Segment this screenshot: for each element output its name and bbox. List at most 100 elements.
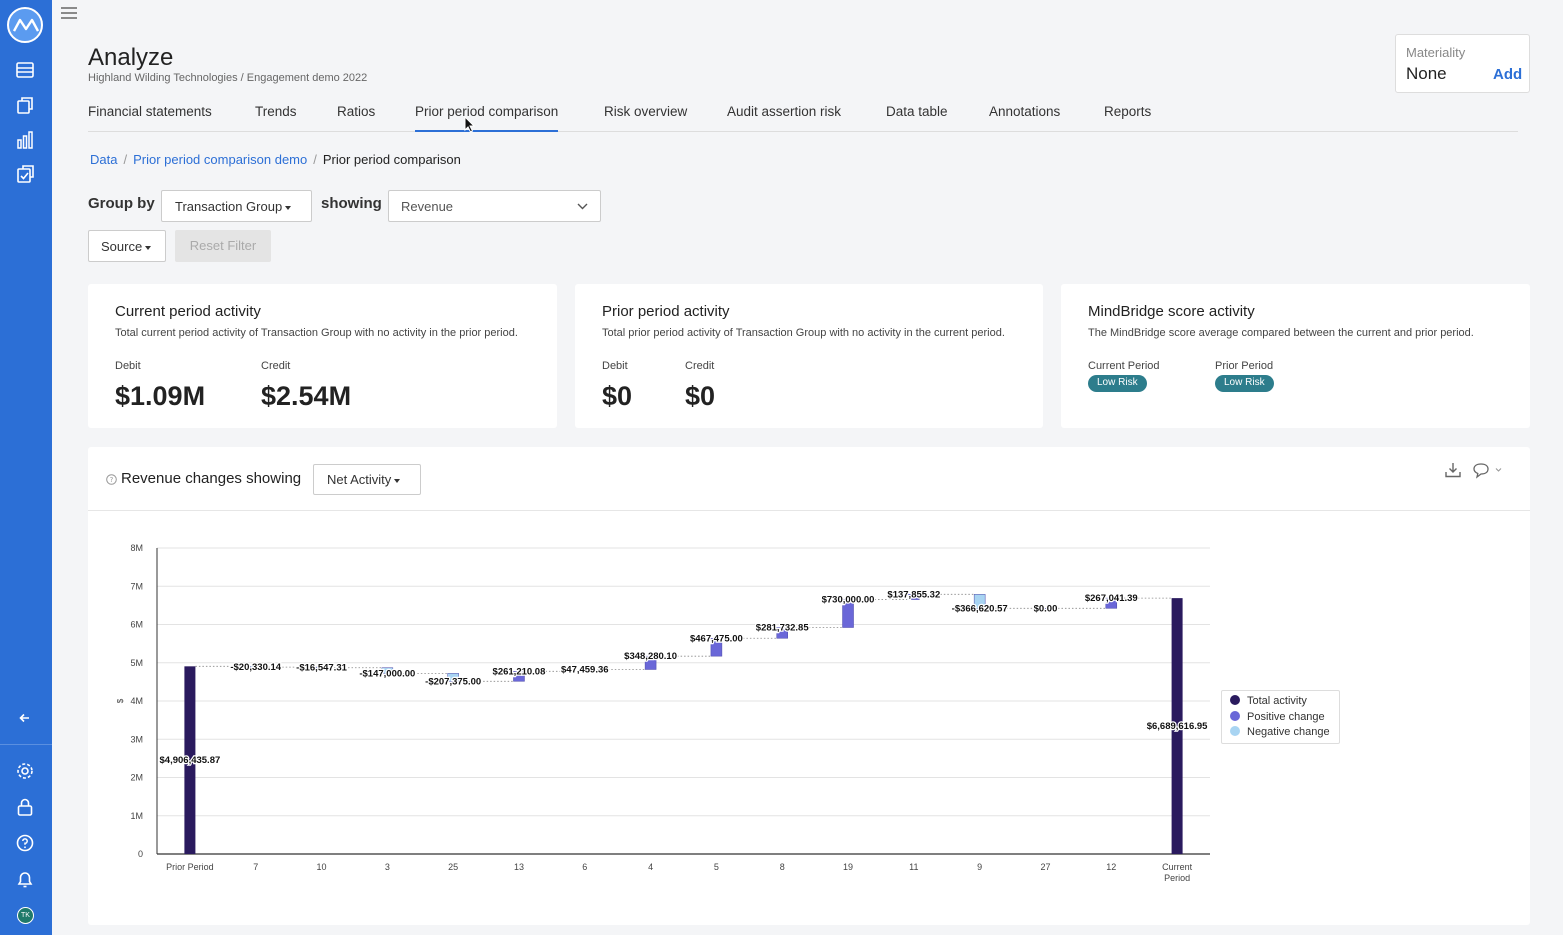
tab-trends[interactable]: Trends [255,104,297,119]
debit-value: $0 [602,381,633,411]
data-label: $730,000.00 [822,595,875,606]
legend-item-negative[interactable]: Negative change [1230,726,1330,738]
breadcrumb: Data / Prior period comparison demo / Prior … [90,152,461,167]
bar-27 [1039,608,1052,610]
layers-icon[interactable] [14,59,36,81]
net-activity-dropdown[interactable]: Net Activity [313,464,421,495]
bar-5 [710,638,723,657]
debit-label: Debit [115,360,141,372]
x-tick-label: 27 [1040,862,1050,872]
y-tick-label: 8M [130,543,143,553]
data-label: -$366,620.57 [952,603,1008,614]
gear-icon[interactable] [14,760,36,782]
data-label: $137,855.32 [887,589,940,600]
materiality-value: None [1406,64,1447,83]
showing-value: Revenue [401,199,454,214]
tab-reports[interactable]: Reports [1104,104,1152,119]
data-label: $6,689,616.95 [1147,721,1208,732]
svg-text:?: ? [110,476,114,484]
legend-item-total[interactable]: Total activity [1230,695,1307,707]
bar-chart-icon[interactable] [14,129,36,151]
y-tick-label: 5M [130,658,143,668]
x-tick-label: 10 [317,862,327,872]
legend-item-positive[interactable]: Positive change [1230,711,1325,723]
source-dropdown[interactable]: Source [88,230,166,262]
bar-6 [579,669,591,672]
help-icon[interactable] [14,832,36,854]
y-tick-label: 3M [130,734,143,744]
debit-label: Debit [602,360,628,372]
card-description: The MindBridge score average compared be… [1088,327,1474,339]
legend-dot [1230,695,1240,705]
sidebar: TK [0,0,52,935]
page-subtitle: Highland Wilding Technologies / Engageme… [88,72,368,84]
y-tick-label: 0 [138,849,143,859]
data-label: $4,906,435.87 [160,755,221,766]
tab-bar: Financial statements Trends Ratios Prior… [88,100,1518,132]
group-by-label: Group by [88,195,155,212]
x-tick-label: 12 [1106,862,1116,872]
tab-audit-assertion-risk[interactable]: Audit assertion risk [727,104,842,119]
bar-current-period [1171,598,1183,854]
prior-period-card: Prior period activity Total prior period… [575,284,1043,428]
tab-prior-period-comparison[interactable]: Prior period comparison [415,104,559,132]
data-label: $261,210.08 [493,666,546,677]
data-label: -$147,000.00 [359,668,415,679]
x-tick-label: Period [1164,873,1190,883]
user-avatar[interactable]: TK [17,907,34,924]
question-circle-icon[interactable]: ? [106,474,117,485]
bar-9 [973,594,986,609]
collapse-arrow-icon[interactable] [14,707,36,729]
download-icon[interactable] [1444,461,1462,479]
x-tick-label: 7 [253,862,258,872]
breadcrumb-separator: / [313,152,317,167]
credit-value: $2.54M [261,381,352,411]
clipboard-check-icon[interactable] [14,163,36,185]
bar-3 [381,667,394,674]
card-description: Total prior period activity of Transacti… [602,327,1005,339]
legend-label: Total activity [1247,695,1307,707]
x-tick-label: 19 [843,862,853,872]
hamburger-menu-icon[interactable] [60,5,78,21]
tab-financial-statements[interactable]: Financial statements [88,104,212,119]
group-by-dropdown[interactable]: Transaction Group [161,190,312,222]
breadcrumb-current: Prior period comparison [322,152,461,167]
y-tick-label: 7M [130,581,143,591]
bell-icon[interactable] [14,868,36,890]
tab-ratios[interactable]: Ratios [337,104,376,119]
caret-down-icon [394,478,401,483]
documents-icon[interactable] [14,94,36,116]
y-tick-label: 1M [130,811,143,821]
logo-icon [13,18,39,32]
comment-icon[interactable] [1472,461,1504,479]
credit-value: $0 [685,381,716,411]
tab-data-table[interactable]: Data table [886,104,948,119]
revenue-chart-card: ? Revenue changes showing Net Activity [88,447,1530,925]
prior-risk-badge: Low Risk [1215,375,1274,392]
breadcrumb-data-link[interactable]: Data [90,152,118,167]
data-label: -$207,375.00 [425,676,481,687]
data-label: -$16,547.31 [296,663,347,674]
showing-select[interactable]: Revenue [388,190,601,222]
materiality-add-button[interactable]: Add [1493,66,1523,83]
reset-filter-button[interactable]: Reset Filter [175,230,271,262]
lock-icon[interactable] [14,796,36,818]
data-label: $0.00 [1034,603,1058,614]
y-tick-label: 4M [130,696,143,706]
sidebar-divider [0,744,52,745]
y-tick-label: 2M [130,773,143,783]
y-tick-label: 6M [130,620,143,630]
x-tick-label: 8 [780,862,785,872]
card-title: Prior period activity [602,303,730,320]
current-period-card: Current period activity Total current pe… [88,284,557,428]
data-label: -$20,330.14 [230,662,281,673]
tab-risk-overview[interactable]: Risk overview [604,104,688,119]
x-tick-label: 5 [714,862,719,872]
breadcrumb-demo-link[interactable]: Prior period comparison demo [133,152,308,167]
data-label: $47,459.36 [561,664,609,675]
prior-period-label: Prior Period [1215,360,1274,372]
data-label: $281,732.85 [756,623,810,634]
app-logo[interactable] [7,7,43,43]
chart-header: ? Revenue changes showing Net Activity [88,447,1530,511]
tab-annotations[interactable]: Annotations [989,104,1061,119]
